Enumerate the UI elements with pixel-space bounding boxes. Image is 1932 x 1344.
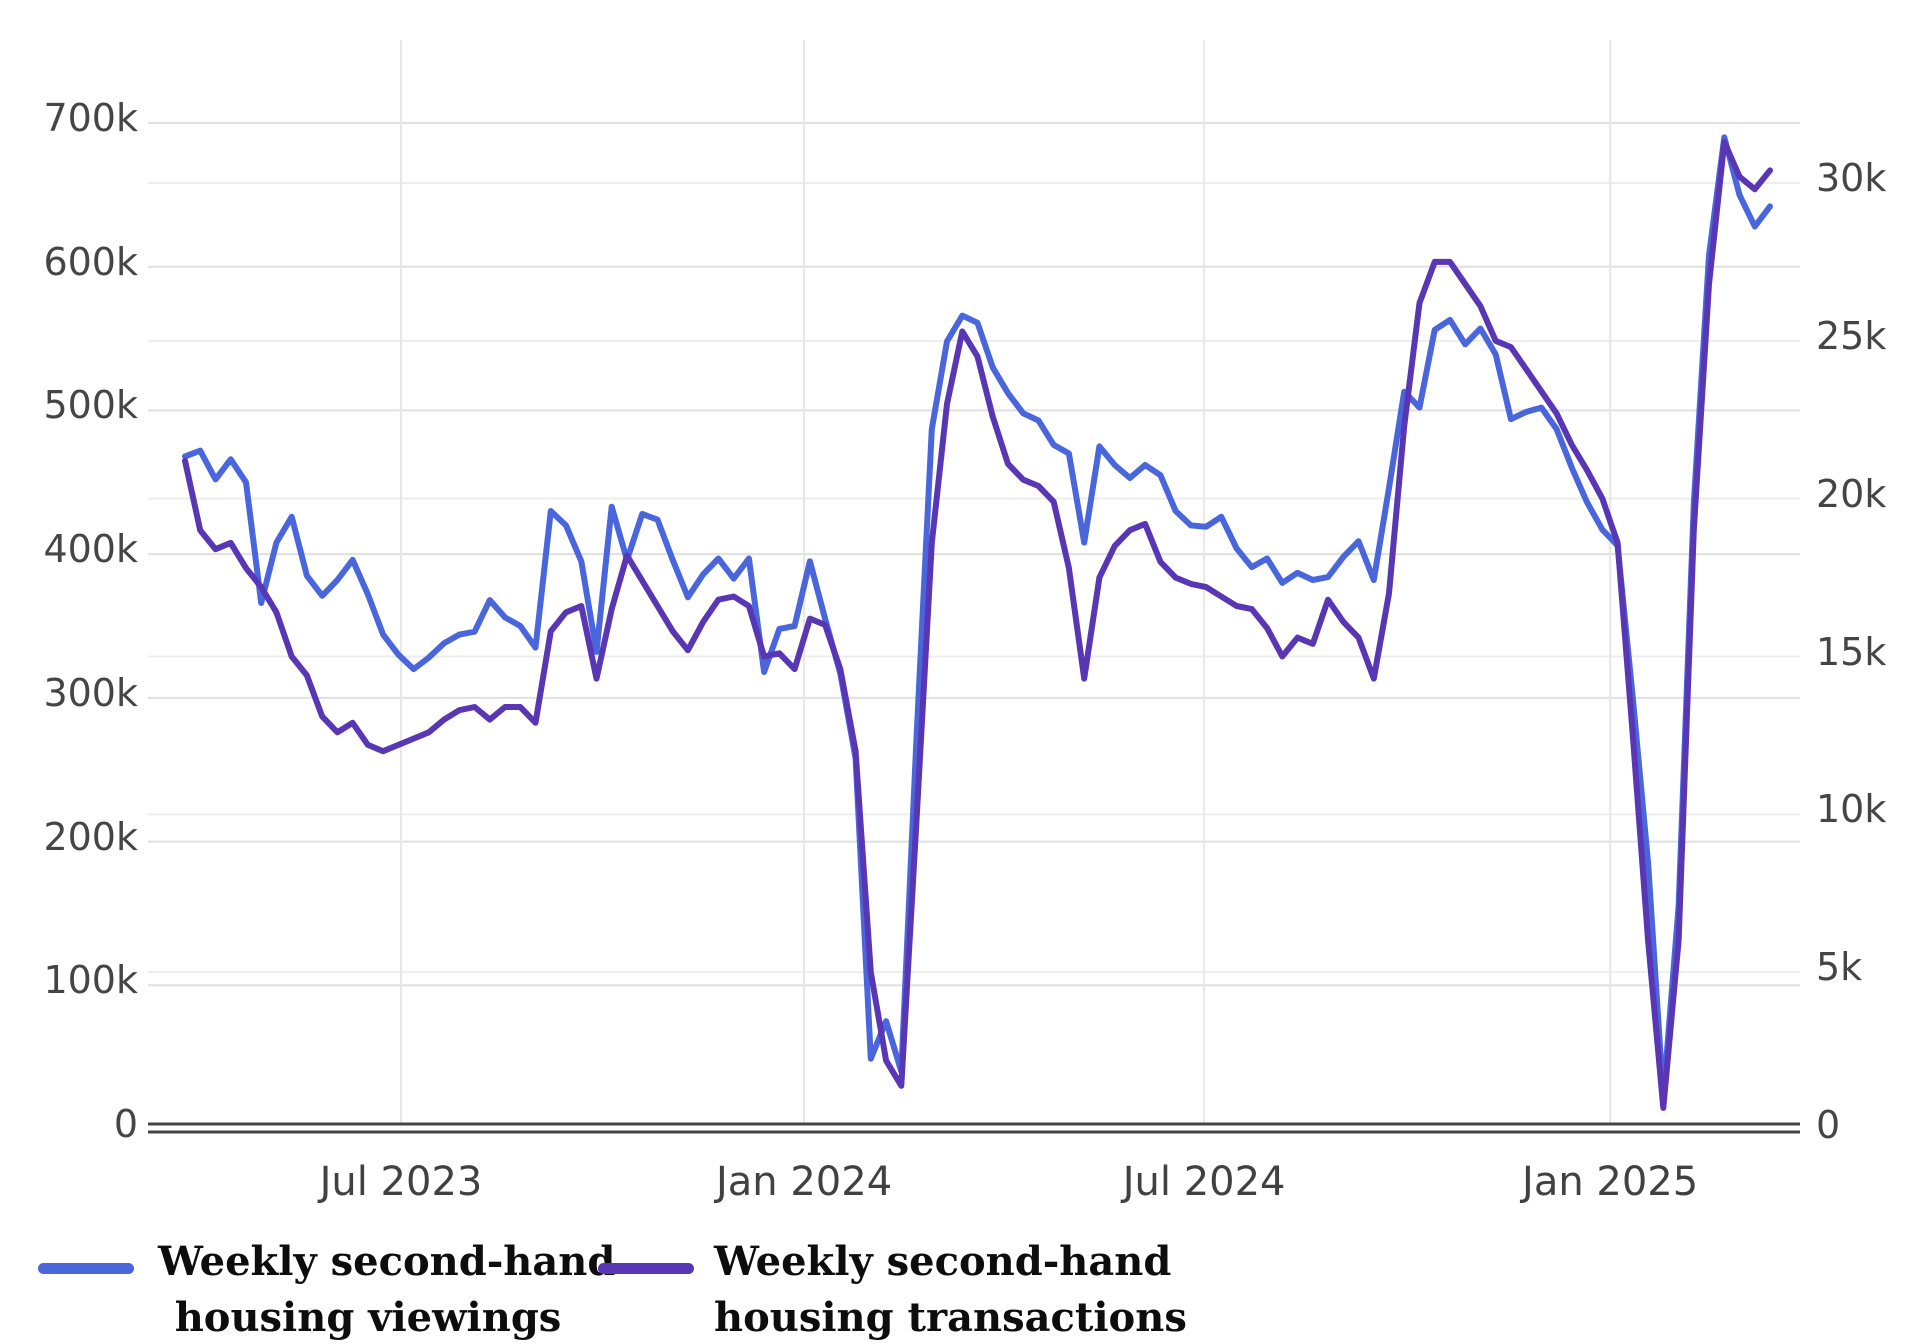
- legend: Weekly second-hand housing viewings Weekl…: [0, 1232, 1932, 1344]
- y-axis-left-tick-label: 100k: [43, 958, 138, 1003]
- transactions-line[interactable]: [182, 139, 1773, 1111]
- legend-label-line: Weekly second-hand: [158, 1238, 616, 1285]
- y-axis-right-tick-label: 0: [1816, 1103, 1841, 1147]
- y-axis-right-tick-label: 5k: [1816, 945, 1863, 990]
- y-axis-left-tick-label: 700k: [43, 96, 138, 140]
- x-axis-tick-label: Jan 2024: [715, 1159, 893, 1205]
- y-axis-right-tick-label: 30k: [1816, 156, 1887, 200]
- legend-label-transactions[interactable]: Weekly second-hand housing transactions: [714, 1234, 1187, 1344]
- y-axis-left-tick-label: 400k: [43, 527, 138, 572]
- legend-label-line: housing transactions: [714, 1294, 1187, 1341]
- y-axis-left-tick-label: 200k: [43, 814, 138, 859]
- y-axis-right-tick-label: 20k: [1816, 471, 1887, 516]
- y-axis-left-tick-label: 600k: [43, 239, 138, 284]
- legend-label-viewings[interactable]: Weekly second-hand housing viewings: [158, 1234, 615, 1344]
- x-axis-tick-label: Jul 2023: [319, 1159, 483, 1205]
- y-axis-right-tick-label: 15k: [1816, 629, 1887, 674]
- gridlines: [148, 40, 1800, 1124]
- y-axis-right-tick-label: 10k: [1816, 787, 1887, 832]
- legend-swatch-viewings[interactable]: [38, 1263, 134, 1274]
- legend-entry-transactions[interactable]: Weekly second-hand housing transactions: [598, 1232, 1187, 1344]
- legend-entry-viewings[interactable]: Weekly second-hand housing viewings: [38, 1232, 615, 1344]
- y-axis-left-tick-label: 500k: [43, 383, 138, 428]
- legend-swatch-transactions[interactable]: [598, 1263, 694, 1274]
- viewings-line[interactable]: [182, 134, 1773, 1101]
- y-axis-right-tick-label: 25k: [1816, 313, 1887, 358]
- y-axis-left-tick-label: 300k: [43, 670, 138, 715]
- axis-lines: [148, 1122, 1800, 1134]
- y-axis-left-tick-label: 0: [113, 1102, 138, 1146]
- legend-label-line: housing viewings: [174, 1294, 562, 1341]
- x-axis-tick-label: Jul 2024: [1122, 1159, 1286, 1205]
- x-axis-tick-label: Jan 2025: [1522, 1159, 1699, 1205]
- series-lines: [182, 134, 1773, 1111]
- legend-label-line: Weekly second-hand: [714, 1238, 1172, 1285]
